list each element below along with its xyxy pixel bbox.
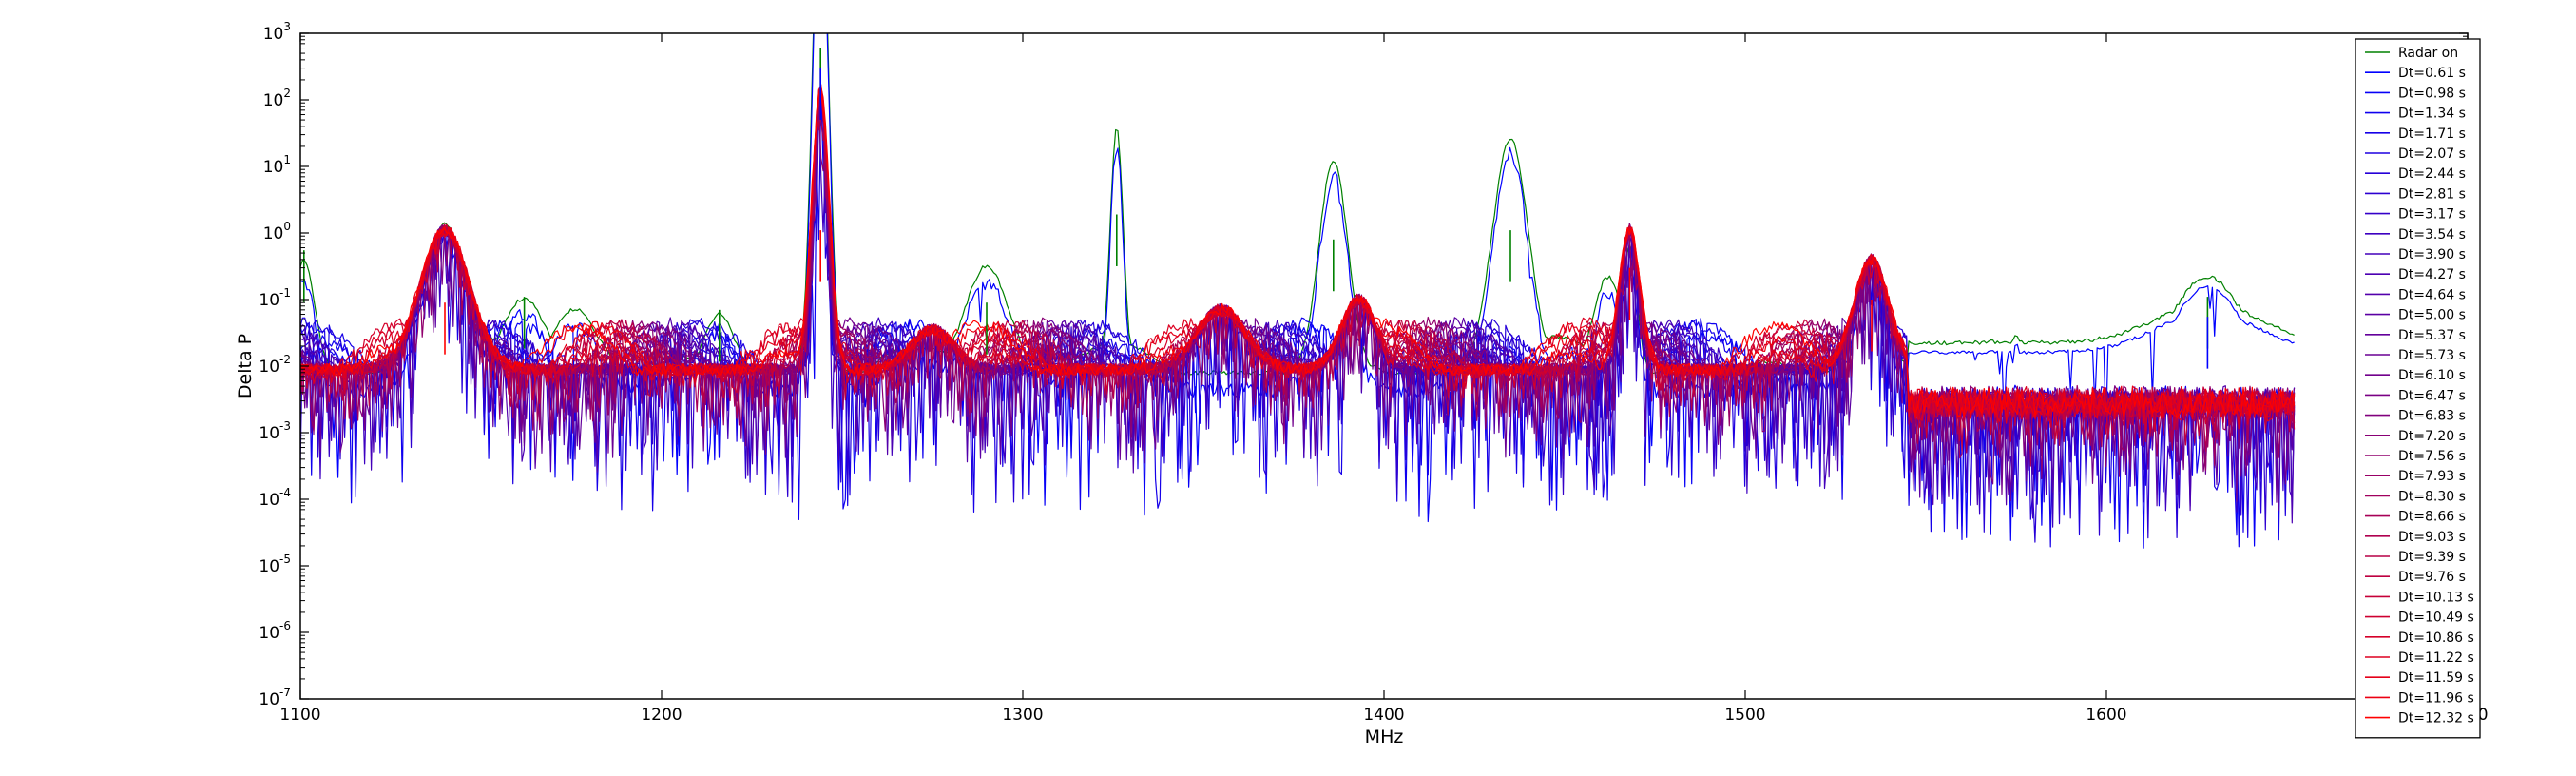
legend-entry-label: Dt=6.47 s: [2398, 388, 2466, 403]
y-tick-label: 10-7: [259, 686, 291, 709]
y-tick-label: 101: [263, 153, 291, 177]
series-line: [300, 86, 2295, 421]
legend-entry-label: Dt=3.90 s: [2398, 247, 2466, 262]
y-tick-label: 100: [263, 220, 291, 243]
y-tick-label: 10-1: [259, 286, 291, 310]
x-tick-label: 1500: [1724, 706, 1765, 725]
legend-entry-label: Radar on: [2398, 46, 2458, 61]
legend-entry-label: Dt=2.07 s: [2398, 146, 2466, 162]
y-axis: 10-7 10-6 10-5 10-4 10-3 10-2 10-1 100 101 102 103: [259, 20, 2468, 709]
x-tick-label: 1600: [2086, 706, 2126, 725]
legend-entry-label: Dt=4.64 s: [2398, 287, 2466, 302]
legend-entry-label: Dt=11.96 s: [2398, 690, 2474, 706]
legend-entry-label: Dt=1.34 s: [2398, 107, 2466, 122]
legend-entry-label: Dt=7.20 s: [2398, 429, 2466, 444]
legend-entry-label: Dt=3.17 s: [2398, 207, 2466, 223]
legend-entry-label: Dt=0.61 s: [2398, 66, 2466, 81]
x-axis-label: MHz: [1365, 727, 1404, 747]
legend-entry-label: Dt=1.71 s: [2398, 126, 2466, 142]
legend-entry-label: Dt=5.00 s: [2398, 308, 2466, 323]
legend-entry-label: Dt=10.49 s: [2398, 611, 2474, 626]
legend-entry-label: Dt=9.76 s: [2398, 570, 2466, 585]
legend-entry-label: Dt=3.54 s: [2398, 227, 2466, 242]
y-tick-label: 10-5: [259, 553, 291, 576]
y-tick-label: 10-6: [259, 619, 291, 643]
legend-entry-label: Dt=11.59 s: [2398, 670, 2474, 686]
y-tick-label: 103: [263, 20, 291, 44]
legend-entry-label: Dt=7.93 s: [2398, 469, 2466, 484]
x-tick-label: 1100: [279, 706, 320, 725]
y-tick-label: 102: [263, 87, 291, 110]
legend-entry-label: Dt=8.30 s: [2398, 489, 2466, 504]
series-line: [300, 93, 2296, 419]
y-tick-label: 10-2: [259, 353, 291, 377]
legend-entry-label: Dt=7.56 s: [2398, 449, 2466, 464]
x-tick-label: 1400: [1363, 706, 1404, 725]
y-tick-label: 10-4: [259, 486, 291, 510]
x-tick-label: 1300: [1002, 706, 1043, 725]
legend-entry-label: Dt=9.39 s: [2398, 550, 2466, 565]
legend-entry-label: Dt=4.27 s: [2398, 267, 2466, 282]
legend-entry-label: Dt=2.81 s: [2398, 186, 2466, 202]
legend-entry-label: Dt=2.44 s: [2398, 166, 2466, 182]
legend-entry-label: Dt=9.03 s: [2398, 530, 2466, 545]
y-axis-label: Delta P: [235, 334, 256, 398]
legend-entry-label: Dt=5.73 s: [2398, 348, 2466, 363]
legend-entry-label: Dt=0.98 s: [2398, 86, 2466, 101]
legend-entry-label: Dt=10.13 s: [2398, 590, 2474, 605]
legend-entry-label: Dt=11.22 s: [2398, 650, 2474, 666]
legend-box: [2355, 38, 2481, 739]
legend-entry-label: Dt=6.83 s: [2398, 409, 2466, 424]
legend: Radar on Dt=0.61 s Dt=0.98 s Dt=1.34 s Dt=1.…: [2355, 38, 2481, 739]
x-tick-label: 1200: [641, 706, 682, 725]
legend-entry-label: Dt=10.86 s: [2398, 630, 2474, 646]
legend-entry-label: Dt=12.32 s: [2398, 711, 2474, 727]
legend-entry-label: Dt=6.10 s: [2398, 368, 2466, 383]
series-layer: [300, 33, 2296, 549]
legend-entry-label: Dt=5.37 s: [2398, 328, 2466, 343]
y-tick-label: 10-3: [259, 419, 291, 443]
series-line: [300, 91, 2296, 507]
series-line: [300, 88, 2296, 424]
legend-entry-label: Dt=8.66 s: [2398, 510, 2466, 525]
